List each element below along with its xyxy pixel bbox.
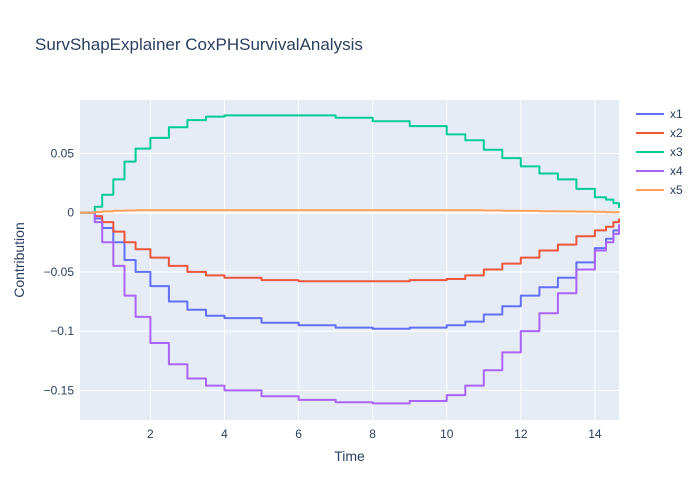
legend-item-x2[interactable]: x2 xyxy=(636,126,683,140)
y-tick-label-1: 0 xyxy=(67,206,74,220)
x-axis-ticks: 2 4 6 8 10 12 14 xyxy=(147,427,602,441)
legend-item-x3[interactable]: x3 xyxy=(636,145,683,159)
series-line-x2 xyxy=(80,211,620,283)
x-tick-label-4: 10 xyxy=(440,427,454,441)
x-tick-label-2: 6 xyxy=(295,427,302,441)
legend-label-x5: x5 xyxy=(670,183,683,197)
x-tick-label-3: 8 xyxy=(369,427,376,441)
legend-label-x3: x3 xyxy=(670,145,683,159)
legend-item-x4[interactable]: x4 xyxy=(636,164,683,178)
series-line-x3 xyxy=(80,114,620,214)
x-tick-label-1: 4 xyxy=(221,427,228,441)
legend: x1 x2 x3 x4 x5 xyxy=(636,107,683,197)
series-line-x5 xyxy=(80,209,620,214)
legend-label-x4: x4 xyxy=(670,164,683,178)
y-axis-title: Contribution xyxy=(11,222,27,298)
series-line-x1 xyxy=(80,211,620,330)
y-tick-label-3: −0.1 xyxy=(50,324,74,338)
series-lines xyxy=(80,114,620,405)
y-axis-ticks: 0.05 0 −0.05 −0.1 −0.15 xyxy=(44,146,75,397)
y-tick-label-0: 0.05 xyxy=(51,146,75,160)
series-line-x4 xyxy=(80,211,620,405)
x-axis-title: Time xyxy=(334,448,365,464)
legend-label-x1: x1 xyxy=(670,107,683,121)
y-tick-label-2: −0.05 xyxy=(44,265,75,279)
x-tick-label-5: 12 xyxy=(514,427,528,441)
x-tick-label-6: 14 xyxy=(588,427,602,441)
legend-label-x2: x2 xyxy=(670,126,683,140)
plot-area xyxy=(80,100,619,420)
legend-item-x1[interactable]: x1 xyxy=(636,107,683,121)
y-tick-label-4: −0.15 xyxy=(44,383,75,397)
x-tick-label-0: 2 xyxy=(147,427,154,441)
legend-item-x5[interactable]: x5 xyxy=(636,183,683,197)
chart-title: SurvShapExplainer CoxPHSurvivalAnalysis xyxy=(35,35,363,54)
